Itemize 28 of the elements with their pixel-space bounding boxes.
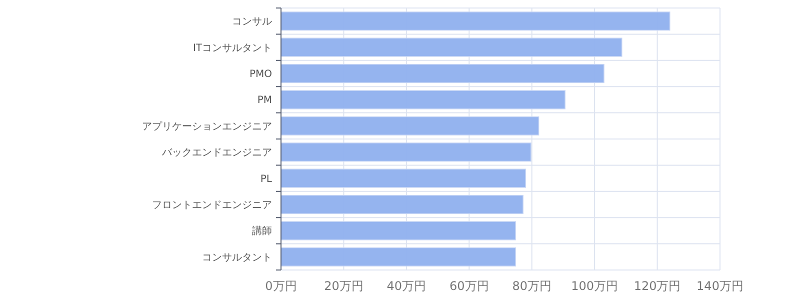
y-tick-label: コンサルタント: [202, 252, 272, 264]
x-tick-label: 0万円: [265, 279, 297, 293]
bar: [280, 247, 516, 266]
bar: [280, 142, 532, 162]
bar: [280, 90, 566, 110]
bar: [280, 194, 524, 214]
y-tick-label: PM: [257, 95, 272, 106]
y-tick-label: 講師: [252, 225, 272, 238]
y-tick-label: アプリケーションエンジニア: [142, 120, 272, 132]
x-tick-label: 60万円: [450, 279, 489, 293]
y-tick-label: PL: [260, 174, 272, 185]
y-tick-label: ITコンサルタント: [192, 42, 272, 54]
bar: [280, 12, 670, 31]
y-tick-label: PMO: [249, 69, 272, 80]
x-tick-label: 80万円: [512, 279, 552, 293]
x-tick-label: 140万円: [696, 279, 744, 293]
bar: [280, 116, 540, 136]
bar: [280, 64, 604, 84]
y-tick-label: コンサル: [232, 16, 272, 28]
x-tick-label: 100万円: [571, 279, 618, 293]
x-tick-label: 20万円: [324, 279, 364, 293]
y-tick-label: フロントエンドエンジニア: [152, 200, 272, 211]
y-tick-label: バックエンドエンジニア: [161, 148, 272, 159]
bar: [280, 38, 622, 57]
bar: [280, 221, 516, 240]
x-tick-label: 40万円: [386, 279, 426, 293]
bar: [280, 168, 526, 188]
x-tick-label: 120万円: [634, 279, 681, 293]
